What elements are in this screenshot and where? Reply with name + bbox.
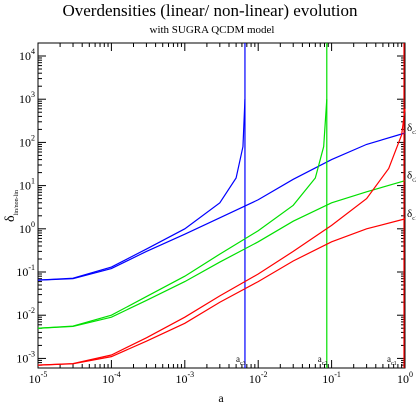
- x-tick-label: 10-2: [249, 370, 268, 386]
- x-tick-label: 10-4: [102, 370, 121, 386]
- svg-text:δlin/non-lin: δlin/non-lin: [3, 190, 20, 222]
- linear-curve-2: [37, 180, 406, 329]
- x-tick-label: 10-1: [322, 370, 341, 386]
- y-tick-label: 104: [19, 47, 35, 63]
- series-label-1: δc3: [407, 122, 416, 136]
- collapse-label-2: ac2: [318, 354, 328, 367]
- x-tick-label: 100: [397, 370, 413, 386]
- collapse-label-1: ac3: [236, 354, 246, 367]
- y-axis-label-main: δ: [3, 215, 18, 222]
- y-tick-label: 100: [19, 220, 35, 236]
- series-label-3: δc1: [407, 208, 416, 222]
- plot-layer: 10-5 10-4 10-3 10-2 10-1 100 10-3 10-2 10-1 100 10…: [16, 42, 416, 386]
- y-tick-label: 10-1: [16, 263, 35, 279]
- x-tick-label: 10-3: [175, 370, 194, 386]
- linear-curve-3: [37, 218, 406, 366]
- collapse-label-3: ac1: [387, 354, 397, 367]
- y-tick-label: 101: [19, 177, 35, 193]
- y-axis-label-sub: lin/non-lin: [14, 190, 20, 215]
- nonlinear-curve-1: [37, 99, 246, 281]
- linear-curve-1: [37, 132, 406, 281]
- plot-frame: [37, 42, 406, 369]
- x-axis-label: a: [218, 391, 224, 404]
- chart-subtitle: with SUGRA QCDM model: [150, 24, 275, 36]
- y-tick-label: 10-3: [16, 349, 35, 365]
- y-axis-label: δlin/non-lin: [3, 190, 20, 222]
- x-tick-label: 10-5: [29, 370, 48, 386]
- nonlinear-curve-2: [37, 99, 328, 329]
- series-label-2: δc2: [407, 170, 416, 184]
- nonlinear-curve-3: [37, 108, 406, 366]
- y-tick-label: 102: [19, 133, 35, 149]
- y-tick-label: 10-2: [16, 306, 35, 322]
- y-tick-label: 103: [19, 90, 35, 106]
- chart-title: Overdensities (linear/ non-linear) evolu…: [62, 1, 358, 20]
